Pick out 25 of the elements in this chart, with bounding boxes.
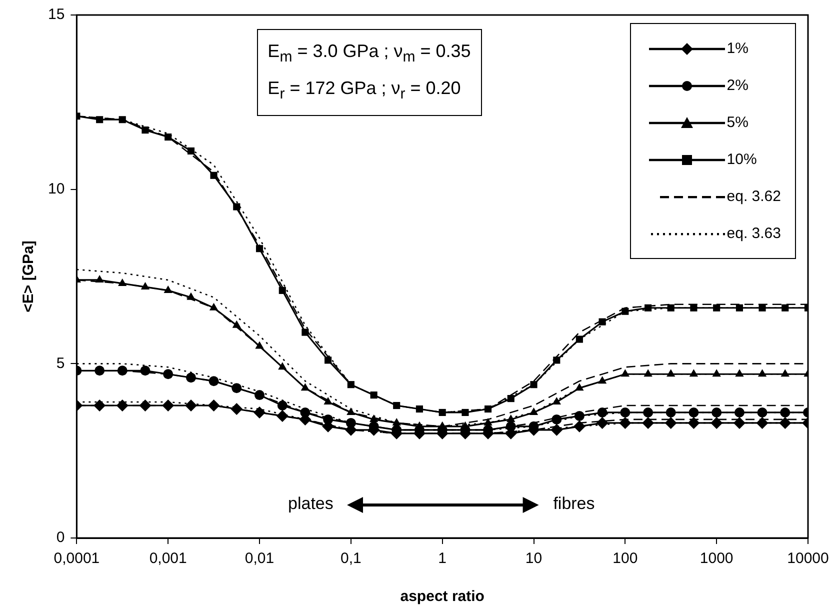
- annotation: E$_{m}$ = 3.0 GPa ; ν$_{m}$ = 0.35: [268, 40, 471, 68]
- legend-label: 2%: [726, 77, 748, 94]
- x-tick-label: 0,1: [340, 550, 362, 568]
- x-tick-label: 10000: [787, 550, 829, 568]
- legend-label: 10%: [726, 151, 757, 168]
- legend-label: 1%: [726, 40, 748, 57]
- y-tick-label: 5: [56, 354, 65, 372]
- legend-label: eq. 3.63: [726, 225, 781, 242]
- annotation: E$_{r}$ = 172 GPa ; ν$_{r}$ = 0.20: [268, 76, 462, 104]
- x-tick-label: 1000: [700, 550, 734, 568]
- x-tick-label: 0,0001: [54, 550, 100, 568]
- x-tick-label: 100: [612, 550, 638, 568]
- x-tick-label: 1: [438, 550, 447, 568]
- y-tick-label: 15: [48, 6, 65, 24]
- x-axis-title: aspect ratio: [400, 588, 484, 606]
- x-tick-label: 0,001: [149, 550, 187, 568]
- x-tick-label: 0,01: [244, 550, 274, 568]
- legend-label: eq. 3.62: [726, 188, 781, 205]
- x-tick-label: 10: [525, 550, 542, 568]
- annotation: fibres: [553, 494, 595, 514]
- legend-label: 5%: [726, 114, 748, 131]
- y-tick-label: 0: [56, 529, 65, 546]
- y-tick-label: 10: [48, 180, 65, 198]
- y-axis-title: <E> [GPa]: [20, 240, 38, 312]
- annotation: plates: [288, 494, 334, 514]
